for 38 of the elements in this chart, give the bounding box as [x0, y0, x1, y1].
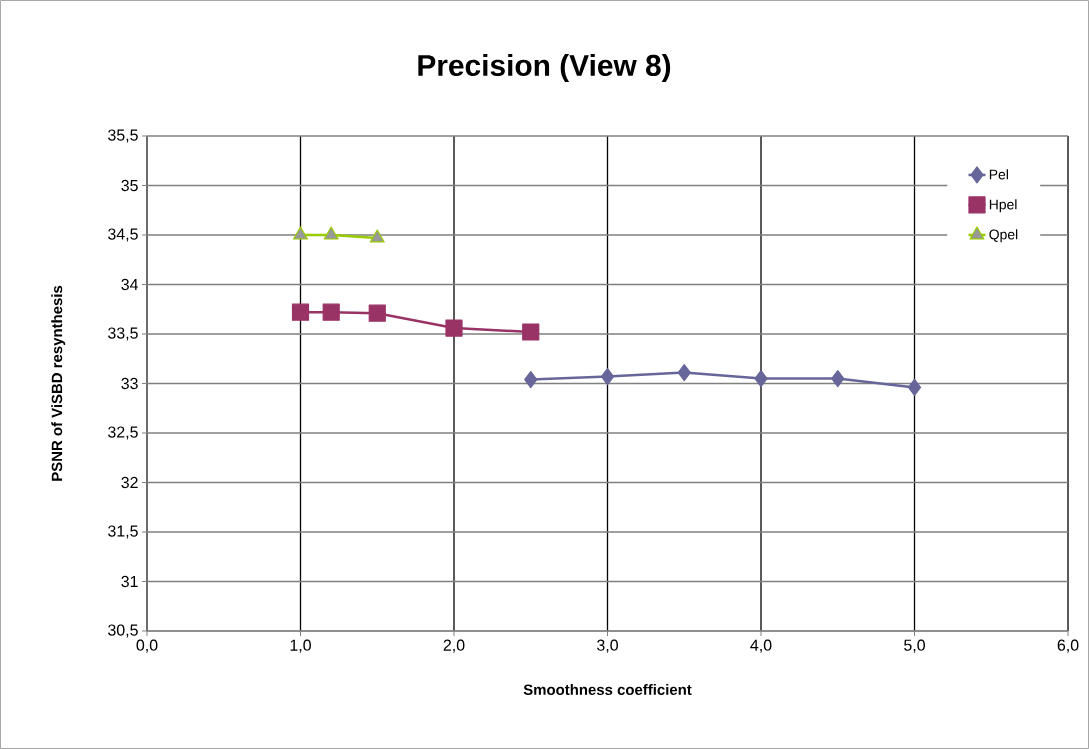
x-tick-label: 3,0: [597, 639, 618, 653]
point: [369, 229, 385, 243]
x-tick-label: 0,0: [136, 639, 158, 653]
point: [831, 369, 845, 388]
point: [445, 319, 463, 337]
x-tick-label: 1,0: [290, 639, 311, 653]
point: [600, 367, 615, 386]
y-axis-title: PSNR of ViSBD resynthesis: [51, 285, 66, 481]
point: [323, 226, 339, 240]
y-tick-label: 34: [121, 278, 138, 291]
y-tick-label: 33,5: [108, 327, 138, 341]
point: [292, 226, 309, 240]
legend-label: Pel: [989, 169, 1008, 180]
point: [368, 304, 386, 322]
legend-label: Hpel: [989, 199, 1017, 213]
point: [322, 303, 340, 321]
y-tick-label: 35,5: [108, 129, 138, 143]
y-tick-label: 30,5: [108, 624, 138, 638]
point: [291, 303, 310, 321]
point: [677, 364, 691, 382]
point: [907, 378, 922, 397]
point: [754, 369, 768, 388]
x-axis-title: Smoothness coefficient: [523, 684, 692, 695]
y-tick-label: 32,5: [108, 426, 138, 440]
x-tick-label: 6,0: [1057, 639, 1079, 653]
legend-label: Qpel: [989, 229, 1018, 243]
y-tick-label: 32: [121, 476, 138, 489]
x-tick-label: 5,0: [904, 639, 925, 653]
y-tick-label: 35: [121, 179, 138, 192]
y-tick-label: 31,5: [108, 525, 138, 539]
y-tick-label: 34,5: [108, 228, 138, 242]
point: [522, 323, 540, 341]
y-tick-label: 31: [121, 575, 138, 588]
x-tick-label: 4,0: [750, 639, 772, 653]
y-tick-label: 33: [121, 377, 138, 390]
chart-title: Precision (View 8): [418, 54, 671, 82]
x-tick-label: 2,0: [443, 639, 465, 653]
point: [524, 370, 538, 389]
